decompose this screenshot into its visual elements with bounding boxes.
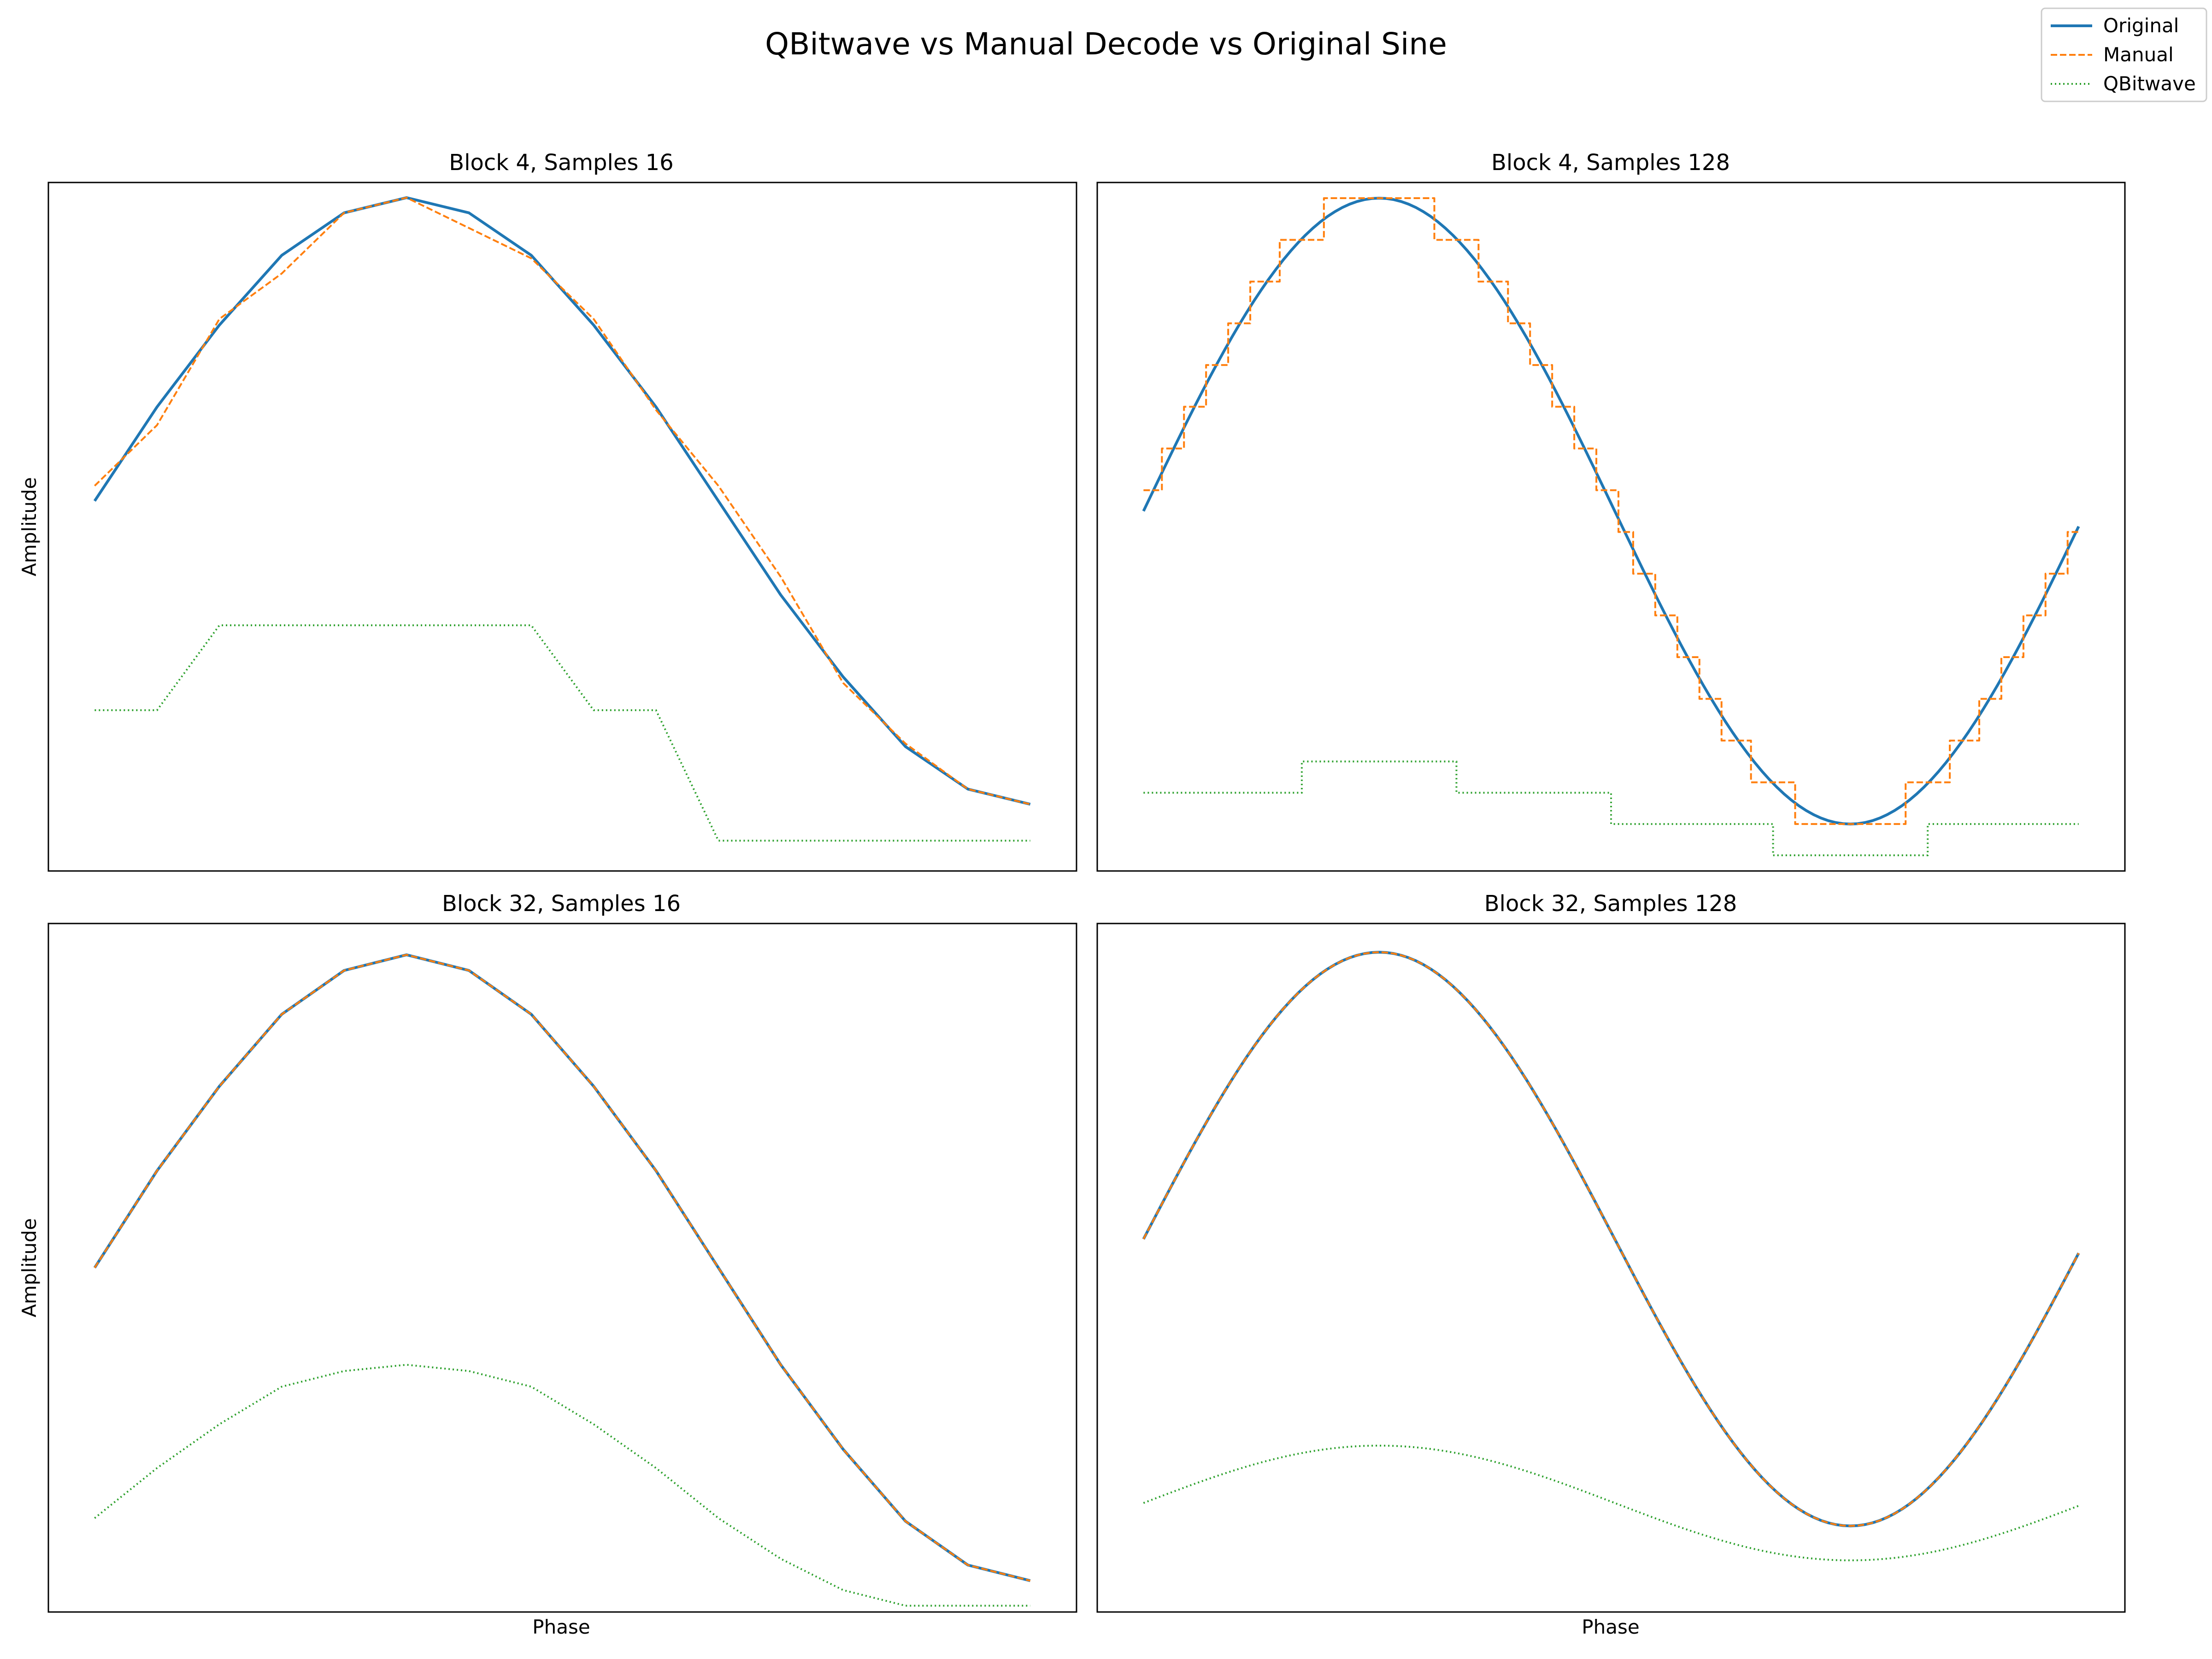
x-axis-label: Phase [532, 1616, 590, 1638]
panel-title: Block 32, Samples 128 [1484, 891, 1737, 917]
series-line-manual [94, 953, 1031, 1582]
legend: Original Manual QBitwave [2041, 7, 2207, 102]
plot-frame [47, 182, 1077, 872]
series-line-original [1142, 951, 2080, 1528]
x-axis-label: Phase [1582, 1616, 1639, 1638]
series-line-original [93, 196, 1031, 806]
panel-title: Block 4, Samples 128 [1491, 150, 1730, 176]
plot-frame [1096, 923, 2126, 1613]
figure-title: QBitwave vs Manual Decode vs Original Si… [765, 26, 1447, 62]
panel-title: Block 32, Samples 16 [442, 891, 681, 917]
series-line-qbitwave [1143, 1444, 2079, 1561]
plot-frame [47, 923, 1077, 1613]
legend-label-qbitwave: QBitwave [2103, 72, 2196, 95]
series-line-qbitwave [94, 1364, 1030, 1607]
series-line-original [93, 953, 1031, 1582]
series-line-manual [1143, 197, 2079, 825]
legend-label-manual: Manual [2103, 43, 2174, 66]
y-axis-label: Amplitude [18, 1218, 41, 1317]
series-line-manual [94, 196, 1031, 806]
plot-frame [1096, 182, 2126, 872]
series-line-qbitwave [94, 624, 1030, 842]
panel-block4-samples16: Block 4, Samples 16 Amplitude [18, 150, 1077, 872]
panel-block32-samples128: Block 32, Samples 128 Phase [1096, 891, 2126, 1638]
series-line-manual [1142, 951, 2080, 1527]
panel-title: Block 4, Samples 16 [449, 150, 673, 176]
series-line-original [1142, 196, 2080, 826]
panel-block4-samples128: Block 4, Samples 128 [1096, 150, 2126, 872]
legend-label-original: Original [2103, 14, 2179, 37]
panel-block32-samples16: Block 32, Samples 16 Amplitude Phase [18, 891, 1077, 1638]
legend-frame [2041, 7, 2207, 102]
y-axis-label: Amplitude [18, 477, 41, 576]
series-line-qbitwave [1143, 760, 2079, 857]
